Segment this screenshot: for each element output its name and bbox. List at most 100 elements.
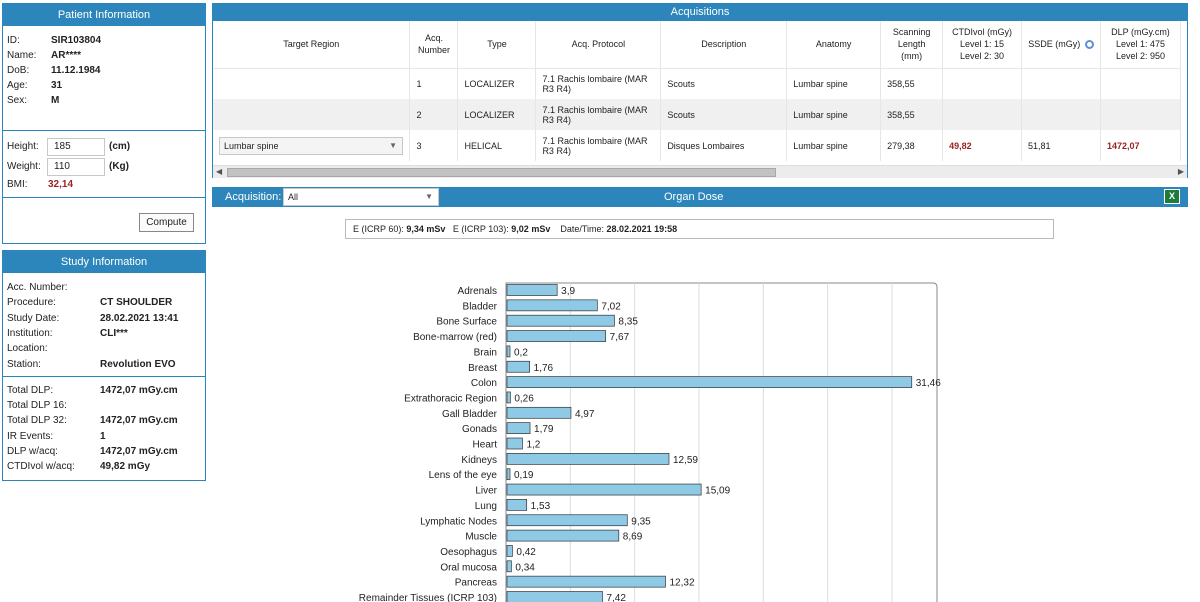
- info-key: DLP w/acq:: [7, 445, 58, 457]
- col-ctdi-l1: CTDIvol (mGy): [952, 27, 1013, 38]
- value-label: 0,2: [514, 347, 528, 358]
- scroll-left-arrow[interactable]: ◀: [216, 167, 223, 176]
- cell-target-region: [213, 99, 411, 130]
- cell-ssde: [1021, 68, 1101, 99]
- dose-bar[interactable]: [506, 376, 913, 388]
- value-label: 7,67: [610, 332, 630, 343]
- table-row[interactable]: 1 LOCALIZER 7.1 Rachis lombaire (MAR R3 R4)…: [213, 68, 1182, 99]
- info-key: Station:: [7, 358, 41, 370]
- e103-label: E (ICRP 103):: [452, 224, 509, 234]
- category-label: Pancreas: [455, 578, 497, 589]
- category-label: Brain: [474, 347, 497, 358]
- dose-bar[interactable]: [506, 468, 511, 481]
- weight-input[interactable]: 110: [47, 158, 105, 176]
- scroll-right-arrow[interactable]: ▶: [1177, 167, 1184, 176]
- cell-scanning-length: 279,38: [880, 130, 944, 161]
- col-scan-l3: (mm): [901, 51, 923, 62]
- col-ctdi-l2: Level 1: 15: [960, 39, 1005, 50]
- col-ctdivol[interactable]: CTDIvol (mGy) Level 1: 15 Level 2: 30: [942, 21, 1023, 69]
- col-dlp[interactable]: DLP (mGy.cm) Level 1: 475 Level 2: 950: [1100, 21, 1182, 69]
- col-ssde[interactable]: SSDE (mGy): [1021, 21, 1101, 69]
- dose-bar[interactable]: [506, 514, 628, 527]
- category-label: Lymphatic Nodes: [420, 516, 497, 527]
- dose-bar[interactable]: [506, 499, 528, 511]
- value-label: 15,09: [705, 486, 730, 497]
- col-anatomy[interactable]: Anatomy: [786, 21, 882, 69]
- cell-type: LOCALIZER: [457, 68, 537, 99]
- category-label: Breast: [468, 363, 497, 374]
- value-label: 7,02: [601, 301, 621, 312]
- dose-bar[interactable]: [506, 529, 620, 542]
- value-label: 1,53: [531, 501, 551, 512]
- info-key: Institution:: [7, 327, 53, 339]
- cell-dlp: [1100, 99, 1182, 130]
- dose-bar[interactable]: [506, 437, 523, 450]
- col-scanning-length[interactable]: Scanning Length (mm): [880, 21, 944, 69]
- height-label: Height:: [7, 141, 39, 152]
- dose-bar[interactable]: [506, 545, 513, 557]
- value-label: 0,42: [516, 547, 536, 558]
- dose-bar[interactable]: [506, 483, 702, 496]
- dose-bar[interactable]: [506, 575, 666, 588]
- col-acq-protocol[interactable]: Acq. Protocol: [535, 21, 662, 69]
- info-key: Total DLP 32:: [7, 415, 67, 427]
- info-key: Location:: [7, 343, 48, 355]
- height-input[interactable]: 185: [47, 138, 105, 156]
- col-description[interactable]: Description: [660, 21, 788, 69]
- protocol-line-1: 7.1 Rachis lombaire (MAR: [542, 73, 648, 84]
- category-label: Colon: [471, 378, 497, 389]
- dose-bar[interactable]: [506, 360, 530, 373]
- info-value: 1472,07 mGy.cm: [100, 385, 178, 396]
- dose-bar[interactable]: [506, 345, 511, 358]
- value-label: 4,97: [575, 409, 595, 420]
- dose-bar[interactable]: [506, 591, 603, 602]
- weight-unit: (Kg): [109, 161, 129, 172]
- info-value: Revolution EVO: [100, 358, 176, 370]
- info-row: Study Date: 28.02.2021 13:41: [7, 313, 202, 325]
- info-row: ID: SIR103804: [7, 35, 202, 47]
- dose-bar[interactable]: [506, 391, 511, 404]
- col-target-region[interactable]: Target Region: [213, 21, 411, 69]
- acquisitions-panel: Acquisitions Target Region Acq. Number Ty…: [212, 3, 1188, 178]
- dose-bar[interactable]: [506, 284, 558, 296]
- info-row: CTDIvol w/acq: 49,82 mGy: [7, 461, 202, 473]
- dose-bar[interactable]: [506, 406, 572, 419]
- col-acq-number[interactable]: Acq. Number: [409, 21, 459, 69]
- cell-ctdivol: [942, 99, 1023, 130]
- category-label: Kidneys: [461, 455, 497, 466]
- dose-bar[interactable]: [506, 299, 598, 312]
- col-type[interactable]: Type: [457, 21, 537, 69]
- info-key: Study Date:: [7, 312, 60, 324]
- acquisitions-hscrollbar[interactable]: ◀ ▶: [213, 165, 1187, 178]
- dose-summary-box: E (ICRP 60): 9,34 mSv E (ICRP 103): 9,02…: [345, 219, 1054, 239]
- dose-bar[interactable]: [506, 560, 512, 573]
- info-row: Name: AR****: [7, 50, 202, 62]
- target-region-select[interactable]: Lumbar spine ▼: [219, 136, 403, 155]
- table-row[interactable]: Lumbar spine ▼ 3 HELICAL 7.1 Rachis lombaire…: [213, 130, 1182, 161]
- info-value: 1472,07 mGy.cm: [100, 415, 178, 427]
- table-row[interactable]: 2 LOCALIZER 7.1 Rachis lombaire (MAR R3 R4)…: [213, 99, 1182, 130]
- magnifier-icon[interactable]: [1084, 40, 1094, 50]
- e60-label: E (ICRP 60):: [353, 224, 404, 234]
- dose-bar[interactable]: [506, 422, 531, 434]
- info-row: Location:: [7, 343, 202, 355]
- value-label: 1,79: [534, 424, 554, 435]
- scroll-thumb[interactable]: [227, 168, 776, 177]
- dose-bar[interactable]: [506, 314, 615, 327]
- compute-button[interactable]: Compute: [139, 213, 194, 232]
- info-row: Total DLP 16:: [7, 400, 202, 412]
- cell-dlp: [1100, 68, 1182, 99]
- category-label: Bladder: [463, 301, 498, 312]
- category-label: Liver: [475, 486, 497, 497]
- info-row: DoB: 11.12.1984: [7, 65, 202, 77]
- cell-acq-number: 1: [409, 68, 459, 99]
- cell-anatomy: Lumbar spine: [786, 99, 882, 130]
- excel-export-icon[interactable]: X: [1164, 189, 1180, 204]
- col-dlp-l1: DLP (mGy.cm): [1111, 27, 1170, 38]
- dose-bar[interactable]: [506, 330, 607, 342]
- dose-bar[interactable]: [506, 453, 670, 465]
- info-value: M: [51, 95, 60, 106]
- info-row: DLP w/acq: 1472,07 mGy.cm: [7, 446, 202, 458]
- acquisition-select[interactable]: All ▼: [283, 188, 439, 206]
- cell-ssde: [1021, 99, 1101, 130]
